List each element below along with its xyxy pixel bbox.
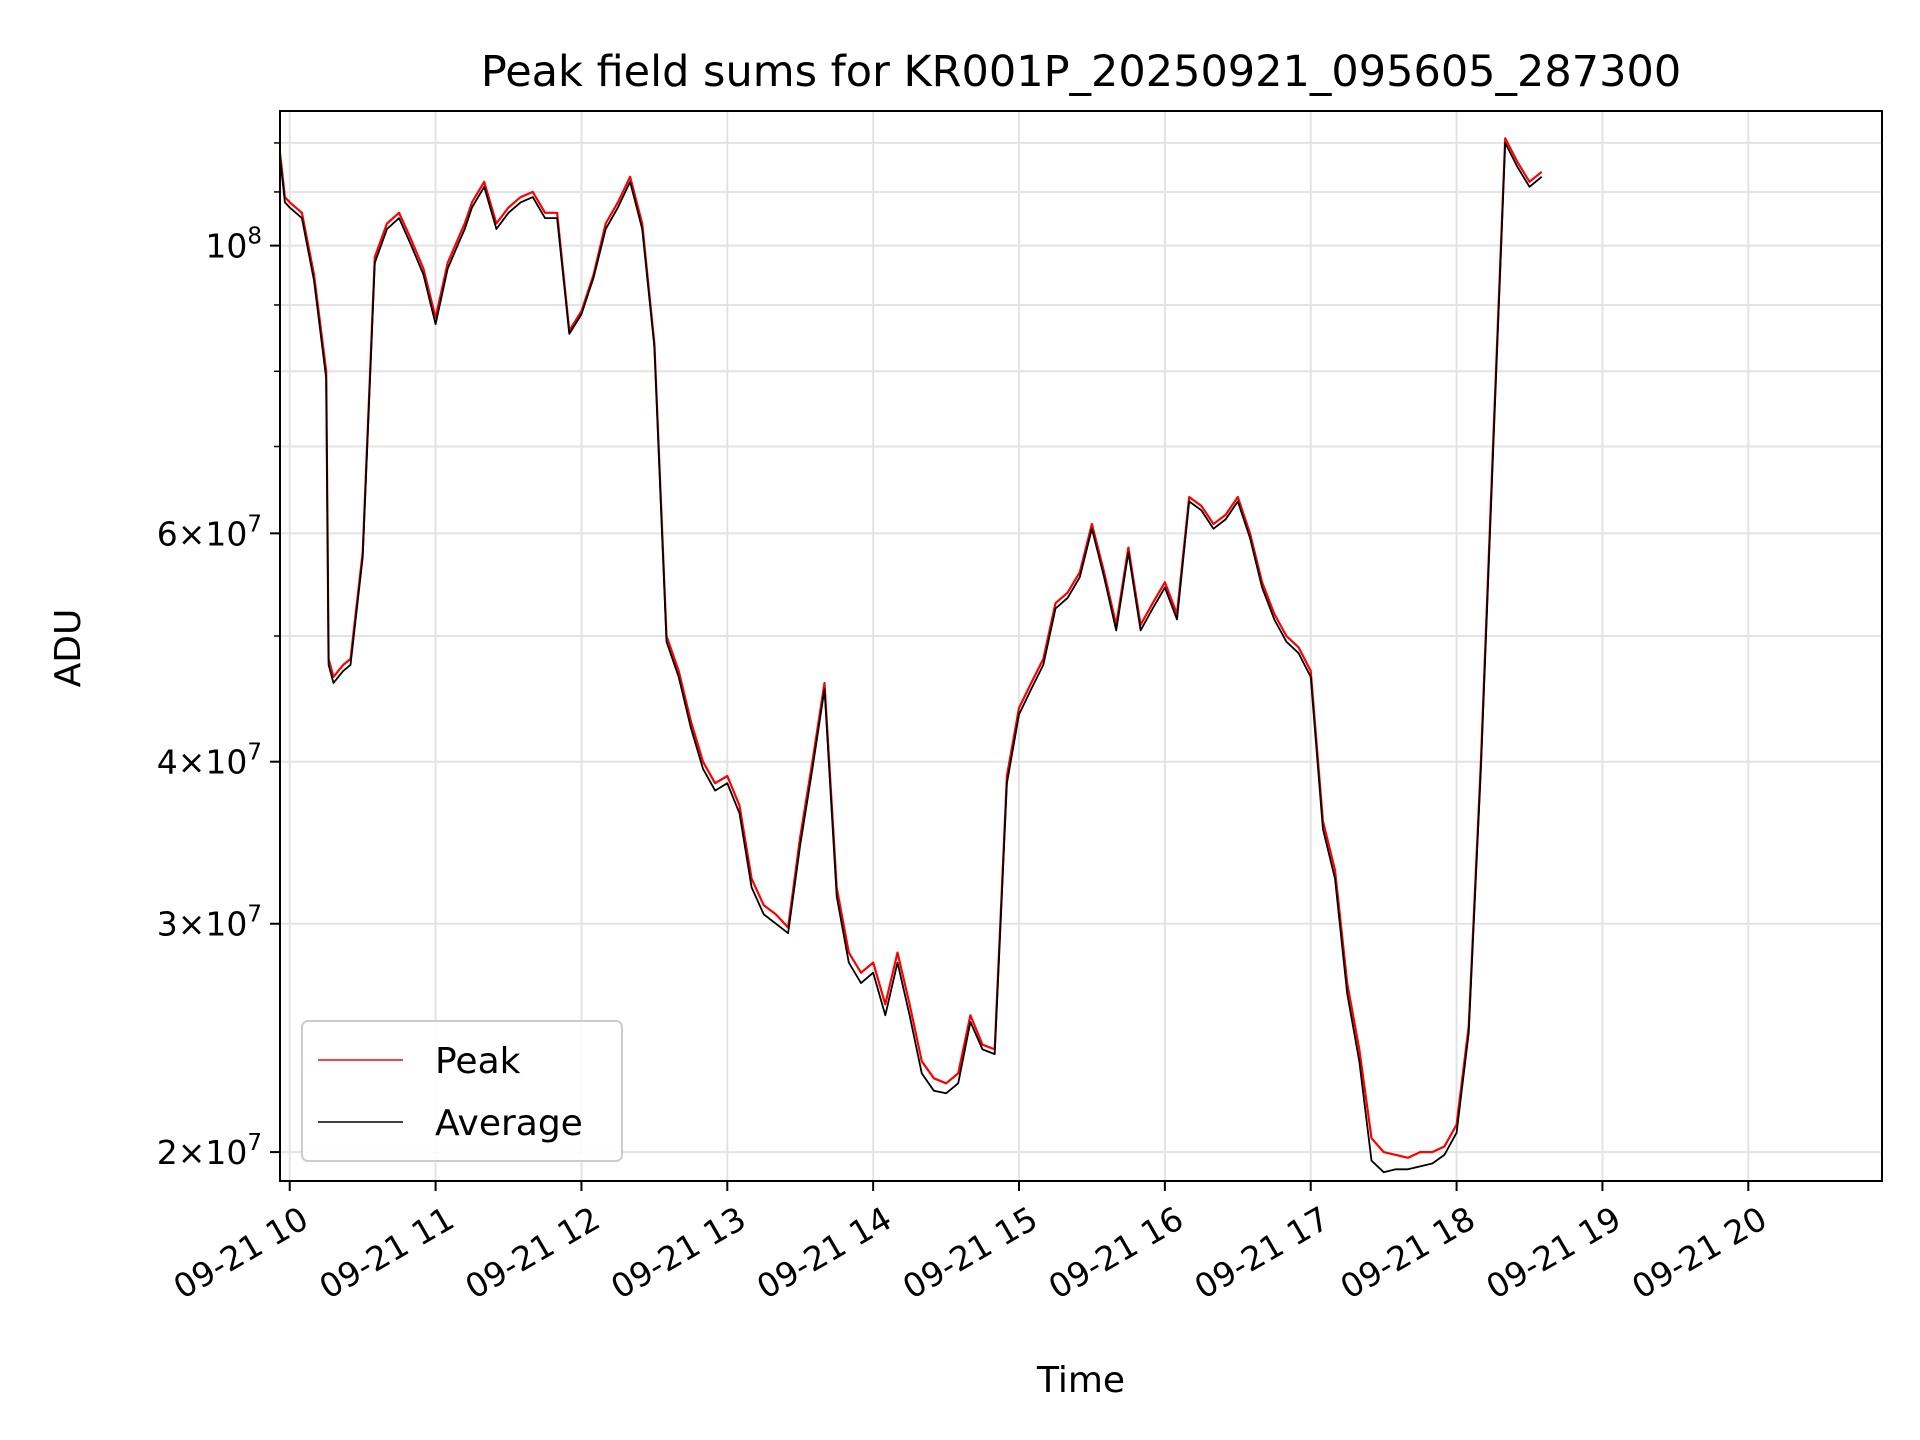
grid: [280, 111, 1882, 1181]
chart-title: Peak field sums for KR001P_20250921_0956…: [481, 47, 1681, 97]
series-layer: [278, 137, 1543, 1174]
series-average-line: [279, 141, 1543, 1174]
legend-peak-label: Peak: [435, 1041, 521, 1082]
legend-average-label: Average: [435, 1103, 583, 1144]
y-tick-label: 3×107: [157, 902, 262, 944]
x-axis-label: Time: [1036, 1360, 1125, 1401]
legend-frame: [301, 1020, 623, 1162]
y-tick-label: 4×107: [157, 740, 262, 782]
y-tick-label: 6×107: [157, 511, 262, 553]
plot-frame: [279, 110, 1883, 1182]
legend: Peak Average: [301, 1020, 623, 1162]
y-tick-label: 2×107: [157, 1130, 262, 1172]
y-axis-label: ADU: [48, 609, 89, 688]
